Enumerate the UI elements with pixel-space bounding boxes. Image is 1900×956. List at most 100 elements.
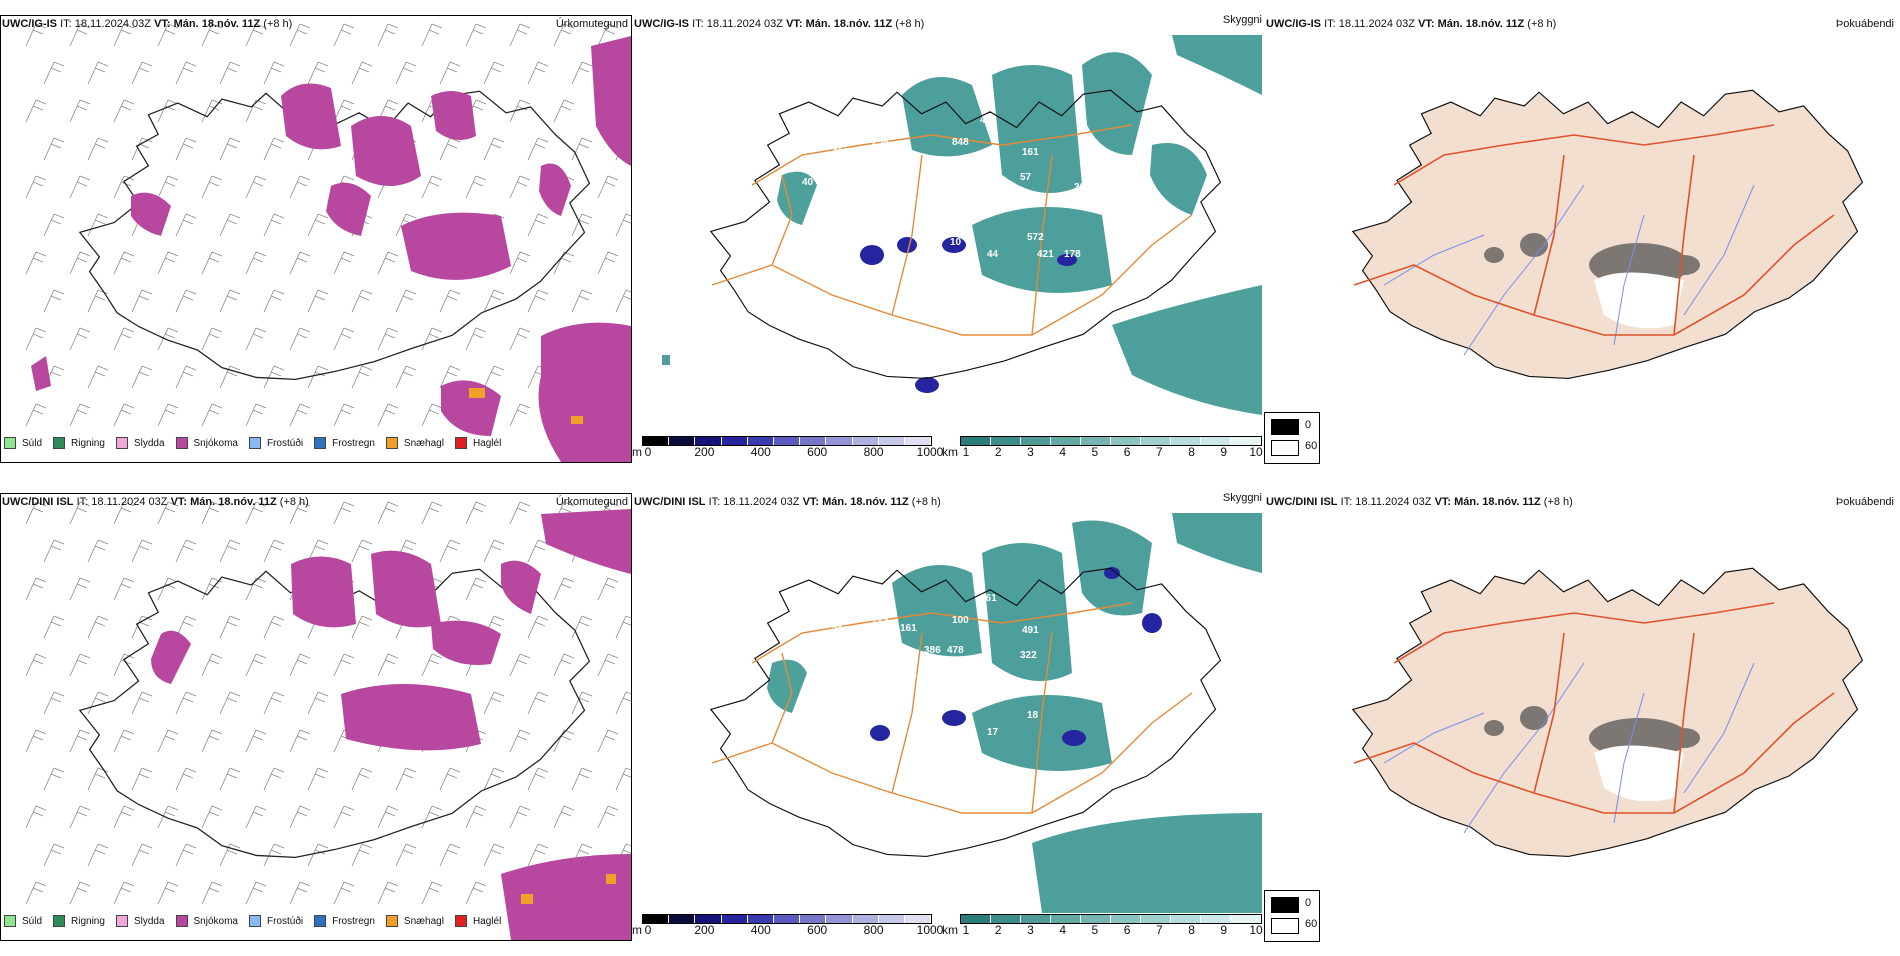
legend-item: Snjókoma [175, 915, 238, 927]
colorbar-segment [721, 437, 748, 445]
wind-barb [175, 61, 197, 85]
wind-barb [421, 327, 443, 351]
wind-barb [571, 289, 593, 313]
legend-item: Snjókoma [175, 437, 238, 449]
wind-barb [263, 289, 285, 313]
colorbar-segment [800, 437, 827, 445]
colorbar-segment [773, 437, 801, 445]
cloud-base-value: 332 [882, 162, 899, 173]
cloud-base-value: 148 [952, 680, 969, 691]
colorbar-segment [1171, 437, 1201, 445]
wind-barb [571, 213, 593, 237]
wind-barb [351, 61, 373, 85]
wind-barb [245, 403, 267, 427]
cloud-base-value: 161 [1022, 147, 1039, 158]
cloud-base-value: 332 [832, 625, 849, 636]
wind-barb [615, 691, 631, 715]
wind-barb [201, 327, 223, 351]
wind-barb [289, 23, 311, 47]
colorbar-segment [669, 437, 696, 445]
wind-barb [439, 843, 461, 867]
colorbar-tick: 1 [962, 445, 970, 459]
wind-barb [527, 691, 549, 715]
legend-item: Súld [4, 437, 42, 449]
wind-barb [263, 615, 285, 639]
wind-barb [439, 289, 461, 313]
wind-barb [421, 881, 443, 905]
legend-item: Frostregn [314, 437, 375, 449]
colorbar-segment [643, 915, 670, 923]
wind-barb [157, 251, 179, 275]
legend-swatch [4, 915, 16, 927]
wind-barb [157, 805, 179, 829]
wind-barb [69, 501, 91, 525]
wind-barb [219, 615, 241, 639]
colorbar-segment [1051, 437, 1081, 445]
cloud-map-frame: 723 332 161 282 386 514 145 16 100 161 478 491 322 15… [632, 513, 1262, 913]
wind-barb [25, 251, 47, 275]
wind-barb [175, 691, 197, 715]
wind-barb [201, 403, 223, 427]
wind-barb [157, 327, 179, 351]
panel-parameter-label: Þokuábendi [1835, 496, 1894, 508]
wind-barb [113, 403, 135, 427]
wind-barb [219, 61, 241, 85]
colorbar-segment [852, 915, 879, 923]
wind-barb [395, 289, 417, 313]
wind-barb [377, 403, 399, 427]
wind-barb [219, 539, 241, 563]
wind-barb [553, 653, 575, 677]
wind-barb [465, 805, 487, 829]
legend-label: Snæhagl [403, 915, 444, 927]
wind-barb [157, 99, 179, 123]
colorbar-segment [991, 915, 1021, 923]
wind-barb [263, 691, 285, 715]
colorbar-segment [1201, 915, 1231, 923]
colorbar-segment [1201, 437, 1231, 445]
wind-barb [219, 137, 241, 161]
wind-barb [131, 365, 153, 389]
legend-item: Rigning [53, 437, 105, 449]
wind-barb [333, 805, 355, 829]
legend-swatch [115, 915, 128, 927]
legend-item: Haglél [454, 437, 501, 449]
wind-barb [421, 175, 443, 199]
cloud-base-value: 189 [872, 715, 889, 726]
wind-barb [201, 729, 223, 753]
cloud-base-colorbar: m 0 200 400 600 800 1000 [632, 914, 943, 938]
cloud-base-value: 57 [1020, 172, 1032, 183]
wind-barb [175, 137, 197, 161]
wind-barb [509, 501, 531, 525]
wind-barb [527, 213, 549, 237]
wind-barb [87, 539, 109, 563]
colorbar-tick: 2 [994, 445, 1002, 459]
cloud-base-value: 114 [930, 700, 947, 711]
rivers [1383, 662, 1755, 834]
colorbar-segment [800, 915, 827, 923]
snowfall-areas [31, 36, 631, 462]
wind-barb [131, 137, 153, 161]
wind-barb [483, 137, 505, 161]
cloud-base-value: 44 [987, 249, 999, 260]
colorbar-segment [695, 915, 722, 923]
legend-label: Frostúði [266, 915, 304, 927]
panel-title: UWC/IG-IS IT: 18.11.2024 03Z VT: Mán. 18… [1266, 18, 1557, 30]
fog-map [1352, 567, 1863, 857]
wind-barb [421, 23, 443, 47]
wind-barb [25, 501, 47, 525]
wind-barb [113, 251, 135, 275]
cloud-base-value: 572 [1027, 232, 1044, 243]
wind-barb [43, 61, 65, 85]
cloud-visibility-panel: 258 418 40 332 338 374 162 10 848 438 810 161 57 362 2… [632, 0, 1264, 478]
wind-barb [509, 175, 531, 199]
wind-barb [421, 653, 443, 677]
fog-map-frame [1264, 513, 1900, 913]
wind-barb [597, 23, 619, 47]
wind-barb [43, 615, 65, 639]
wind-barb [131, 539, 153, 563]
precip-map [25, 501, 631, 940]
colorbar-segment [826, 437, 853, 445]
wind-barb [201, 805, 223, 829]
wind-barb [157, 23, 179, 47]
